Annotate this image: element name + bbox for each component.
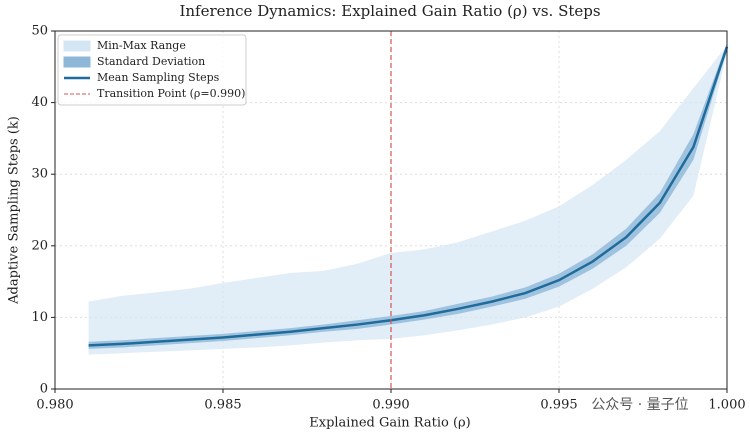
- legend-box: [57, 34, 247, 106]
- y-tick-label: 0: [40, 382, 48, 397]
- legend-label: Min-Max Range: [97, 39, 186, 52]
- legend-swatch: [63, 56, 91, 68]
- legend-label: Mean Sampling Steps: [97, 71, 220, 84]
- legend: Min-Max Range Standard Deviation Mean Samp…: [57, 34, 247, 106]
- plot-frame: [54, 30, 728, 390]
- x-tick-label: 0.985: [204, 398, 241, 413]
- x-tick-label: 0.995: [540, 398, 577, 413]
- x-tick-label: 0.990: [372, 398, 409, 413]
- y-tick-label: 10: [31, 310, 48, 325]
- y-tick-label: 40: [31, 95, 48, 110]
- x-tick-label: 1.000: [708, 398, 745, 413]
- legend-swatch: [63, 40, 91, 52]
- y-tick-label: 30: [31, 167, 48, 182]
- watermark: 公众号 · 量子位: [591, 397, 688, 413]
- y-tick-label: 20: [31, 238, 48, 253]
- legend-label: Standard Deviation: [97, 55, 205, 68]
- y-axis-label: Adaptive Sampling Steps (k): [7, 116, 22, 305]
- y-tick-label: 50: [31, 24, 48, 39]
- line: [88, 46, 729, 347]
- legend-label: Transition Point (ρ=0.990): [97, 87, 245, 100]
- chart-title: Inference Dynamics: Explained Gain Ratio…: [179, 2, 600, 20]
- band: [88, 43, 728, 349]
- x-axis-label: Explained Gain Ratio (ρ): [309, 416, 471, 431]
- x-tick-label: 0.980: [36, 398, 73, 413]
